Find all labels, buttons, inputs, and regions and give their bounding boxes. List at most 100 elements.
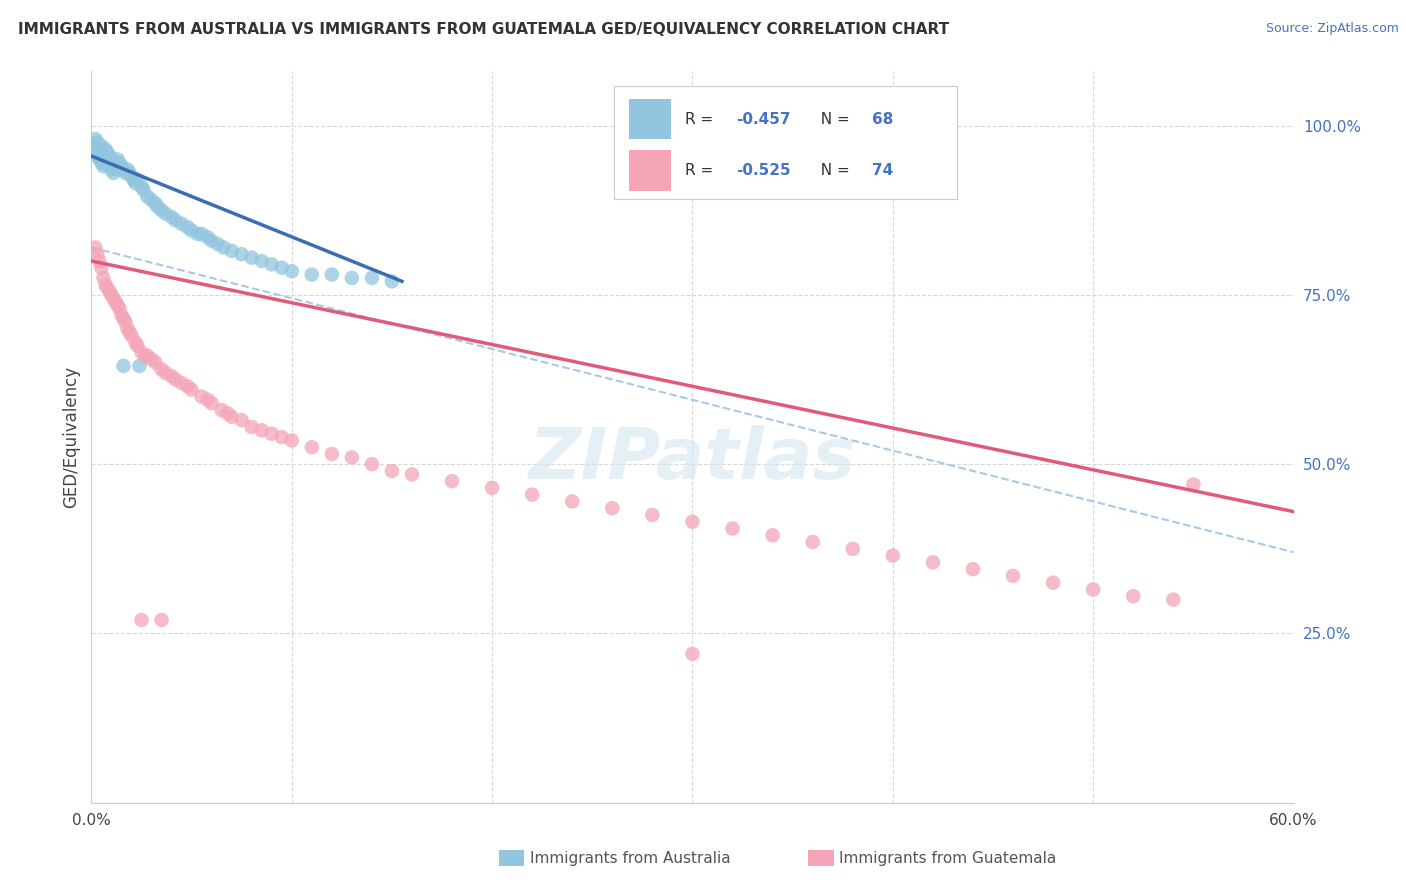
Point <box>90 145 112 160</box>
Point <box>104 294 127 309</box>
Point <box>801 535 824 549</box>
Point <box>90 139 112 153</box>
Point <box>281 434 304 448</box>
Text: Source: ZipAtlas.com: Source: ZipAtlas.com <box>1265 22 1399 36</box>
Point <box>1122 589 1144 603</box>
Point <box>250 423 273 437</box>
FancyBboxPatch shape <box>614 86 957 200</box>
Text: N =: N = <box>811 112 855 127</box>
Point <box>170 376 193 390</box>
Point <box>190 227 212 241</box>
Point <box>114 166 136 180</box>
Point <box>124 176 146 190</box>
Point <box>1083 582 1105 597</box>
Point <box>231 413 253 427</box>
Point <box>86 136 108 150</box>
Point <box>1182 477 1205 491</box>
Point <box>340 271 363 285</box>
Point <box>117 322 139 336</box>
Point <box>340 450 363 465</box>
Point <box>381 464 404 478</box>
Point <box>93 271 115 285</box>
Point <box>170 217 193 231</box>
Point <box>100 153 122 167</box>
Point <box>86 149 108 163</box>
Point <box>240 251 263 265</box>
Text: N =: N = <box>811 163 855 178</box>
Point <box>150 613 173 627</box>
Point <box>94 142 117 156</box>
Point <box>136 349 159 363</box>
Point <box>270 430 292 444</box>
Point <box>90 156 112 170</box>
Point <box>122 172 145 186</box>
Point <box>165 372 187 386</box>
Point <box>131 179 153 194</box>
Point <box>103 166 125 180</box>
Point <box>107 153 129 167</box>
Point <box>160 210 183 224</box>
Point <box>96 156 118 170</box>
Point <box>962 562 984 576</box>
Text: IMMIGRANTS FROM AUSTRALIA VS IMMIGRANTS FROM GUATEMALA GED/EQUIVALENCY CORRELATI: IMMIGRANTS FROM AUSTRALIA VS IMMIGRANTS … <box>18 22 949 37</box>
Point <box>100 162 122 177</box>
Bar <box>628 151 671 191</box>
Point <box>114 315 136 329</box>
Point <box>84 240 107 254</box>
Point <box>110 308 132 322</box>
Point <box>131 345 153 359</box>
Point <box>381 274 404 288</box>
Point <box>602 501 624 516</box>
Point <box>86 247 108 261</box>
Point <box>401 467 423 482</box>
Point <box>187 227 209 241</box>
Point <box>762 528 785 542</box>
Point <box>107 298 129 312</box>
Point <box>100 288 122 302</box>
Point <box>176 220 198 235</box>
Point <box>221 409 243 424</box>
Point <box>89 153 111 167</box>
Text: -0.525: -0.525 <box>735 163 790 178</box>
Point <box>217 406 239 420</box>
Point <box>841 541 863 556</box>
Point <box>118 325 141 339</box>
Point <box>112 311 135 326</box>
Text: ZIPatlas: ZIPatlas <box>529 425 856 493</box>
Point <box>211 403 233 417</box>
Point <box>98 285 121 299</box>
Point <box>134 349 156 363</box>
Bar <box>499 850 524 866</box>
Point <box>1163 592 1185 607</box>
Point <box>98 159 121 173</box>
Point <box>641 508 664 522</box>
Point <box>882 549 904 563</box>
Point <box>207 237 229 252</box>
Point <box>127 172 149 186</box>
Point <box>481 481 503 495</box>
Point <box>121 169 143 184</box>
Point <box>561 494 583 508</box>
Point <box>360 271 382 285</box>
Point <box>141 352 163 367</box>
Point <box>360 457 382 471</box>
Point <box>681 647 703 661</box>
Point <box>250 254 273 268</box>
Point <box>117 162 139 177</box>
Point <box>108 301 131 316</box>
Point <box>93 149 115 163</box>
Point <box>84 145 107 160</box>
Point <box>96 281 118 295</box>
Point <box>96 145 118 160</box>
Point <box>1001 569 1024 583</box>
Point <box>321 447 343 461</box>
Point <box>136 189 159 203</box>
Point <box>260 257 283 271</box>
Point <box>146 200 169 214</box>
Point <box>94 153 117 167</box>
Point <box>94 277 117 292</box>
Point <box>98 149 121 163</box>
Point <box>260 426 283 441</box>
Point <box>128 359 150 373</box>
Bar <box>808 850 834 866</box>
